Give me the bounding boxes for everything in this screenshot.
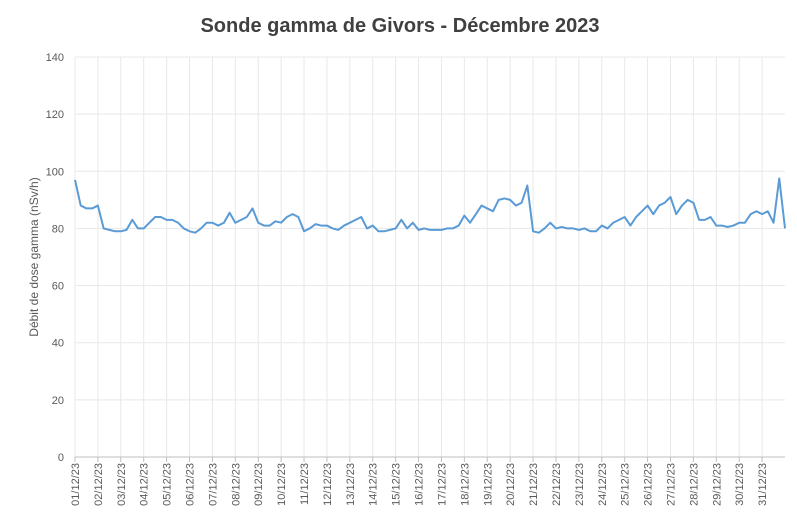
- x-tick-label: 10/12/23: [276, 463, 288, 506]
- x-tick-label: 21/12/23: [528, 463, 540, 506]
- x-tick-label: 09/12/23: [253, 463, 265, 506]
- x-tick-label: 01/12/23: [70, 463, 82, 506]
- x-tick-label: 27/12/23: [665, 463, 677, 506]
- x-tick-label: 08/12/23: [230, 463, 242, 506]
- data-line: [74, 177, 786, 234]
- x-tick-label: 13/12/23: [345, 463, 357, 506]
- x-tick-label: 15/12/23: [391, 463, 403, 506]
- x-tick-label: 04/12/23: [139, 463, 151, 506]
- y-tick-label: 120: [46, 109, 64, 121]
- x-tick-label: 30/12/23: [734, 463, 746, 506]
- x-tick-label: 06/12/23: [185, 463, 197, 506]
- x-tick-label: 05/12/23: [162, 463, 174, 506]
- y-tick-label: 80: [52, 223, 64, 235]
- x-tick-label: 26/12/23: [643, 463, 655, 506]
- x-tick-label: 14/12/23: [368, 463, 380, 506]
- x-tick-label: 03/12/23: [116, 463, 128, 506]
- chart-title: Sonde gamma de Givors - Décembre 2023: [200, 15, 599, 37]
- x-tick-label: 22/12/23: [551, 463, 563, 506]
- x-tick-label: 19/12/23: [482, 463, 494, 506]
- y-tick-label: 140: [46, 52, 64, 64]
- x-tick-label: 29/12/23: [711, 463, 723, 506]
- y-tick-label: 40: [52, 338, 64, 350]
- x-tick-label: 28/12/23: [688, 463, 700, 506]
- x-tick-label: 12/12/23: [322, 463, 334, 506]
- x-tick-label: 11/12/23: [299, 463, 311, 505]
- x-tick-label: 31/12/23: [757, 463, 769, 506]
- y-tick-label: 100: [46, 166, 64, 178]
- x-tick-label: 20/12/23: [505, 463, 517, 506]
- y-tick-label: 60: [52, 281, 64, 293]
- x-tick-label: 07/12/23: [207, 463, 219, 506]
- x-tick-label: 25/12/23: [620, 463, 632, 506]
- x-tick-label: 23/12/23: [574, 463, 586, 506]
- x-tick-label: 24/12/23: [597, 463, 609, 506]
- y-axis-label: Débit de dose gamma (nSv/h): [27, 177, 41, 336]
- y-tick-label: 20: [52, 395, 64, 407]
- x-tick-label: 18/12/23: [459, 463, 471, 506]
- y-tick-label: 0: [58, 452, 64, 464]
- x-tick-label: 16/12/23: [414, 463, 426, 506]
- x-tick-label: 17/12/23: [436, 463, 448, 506]
- x-tick-label: 02/12/23: [93, 463, 105, 506]
